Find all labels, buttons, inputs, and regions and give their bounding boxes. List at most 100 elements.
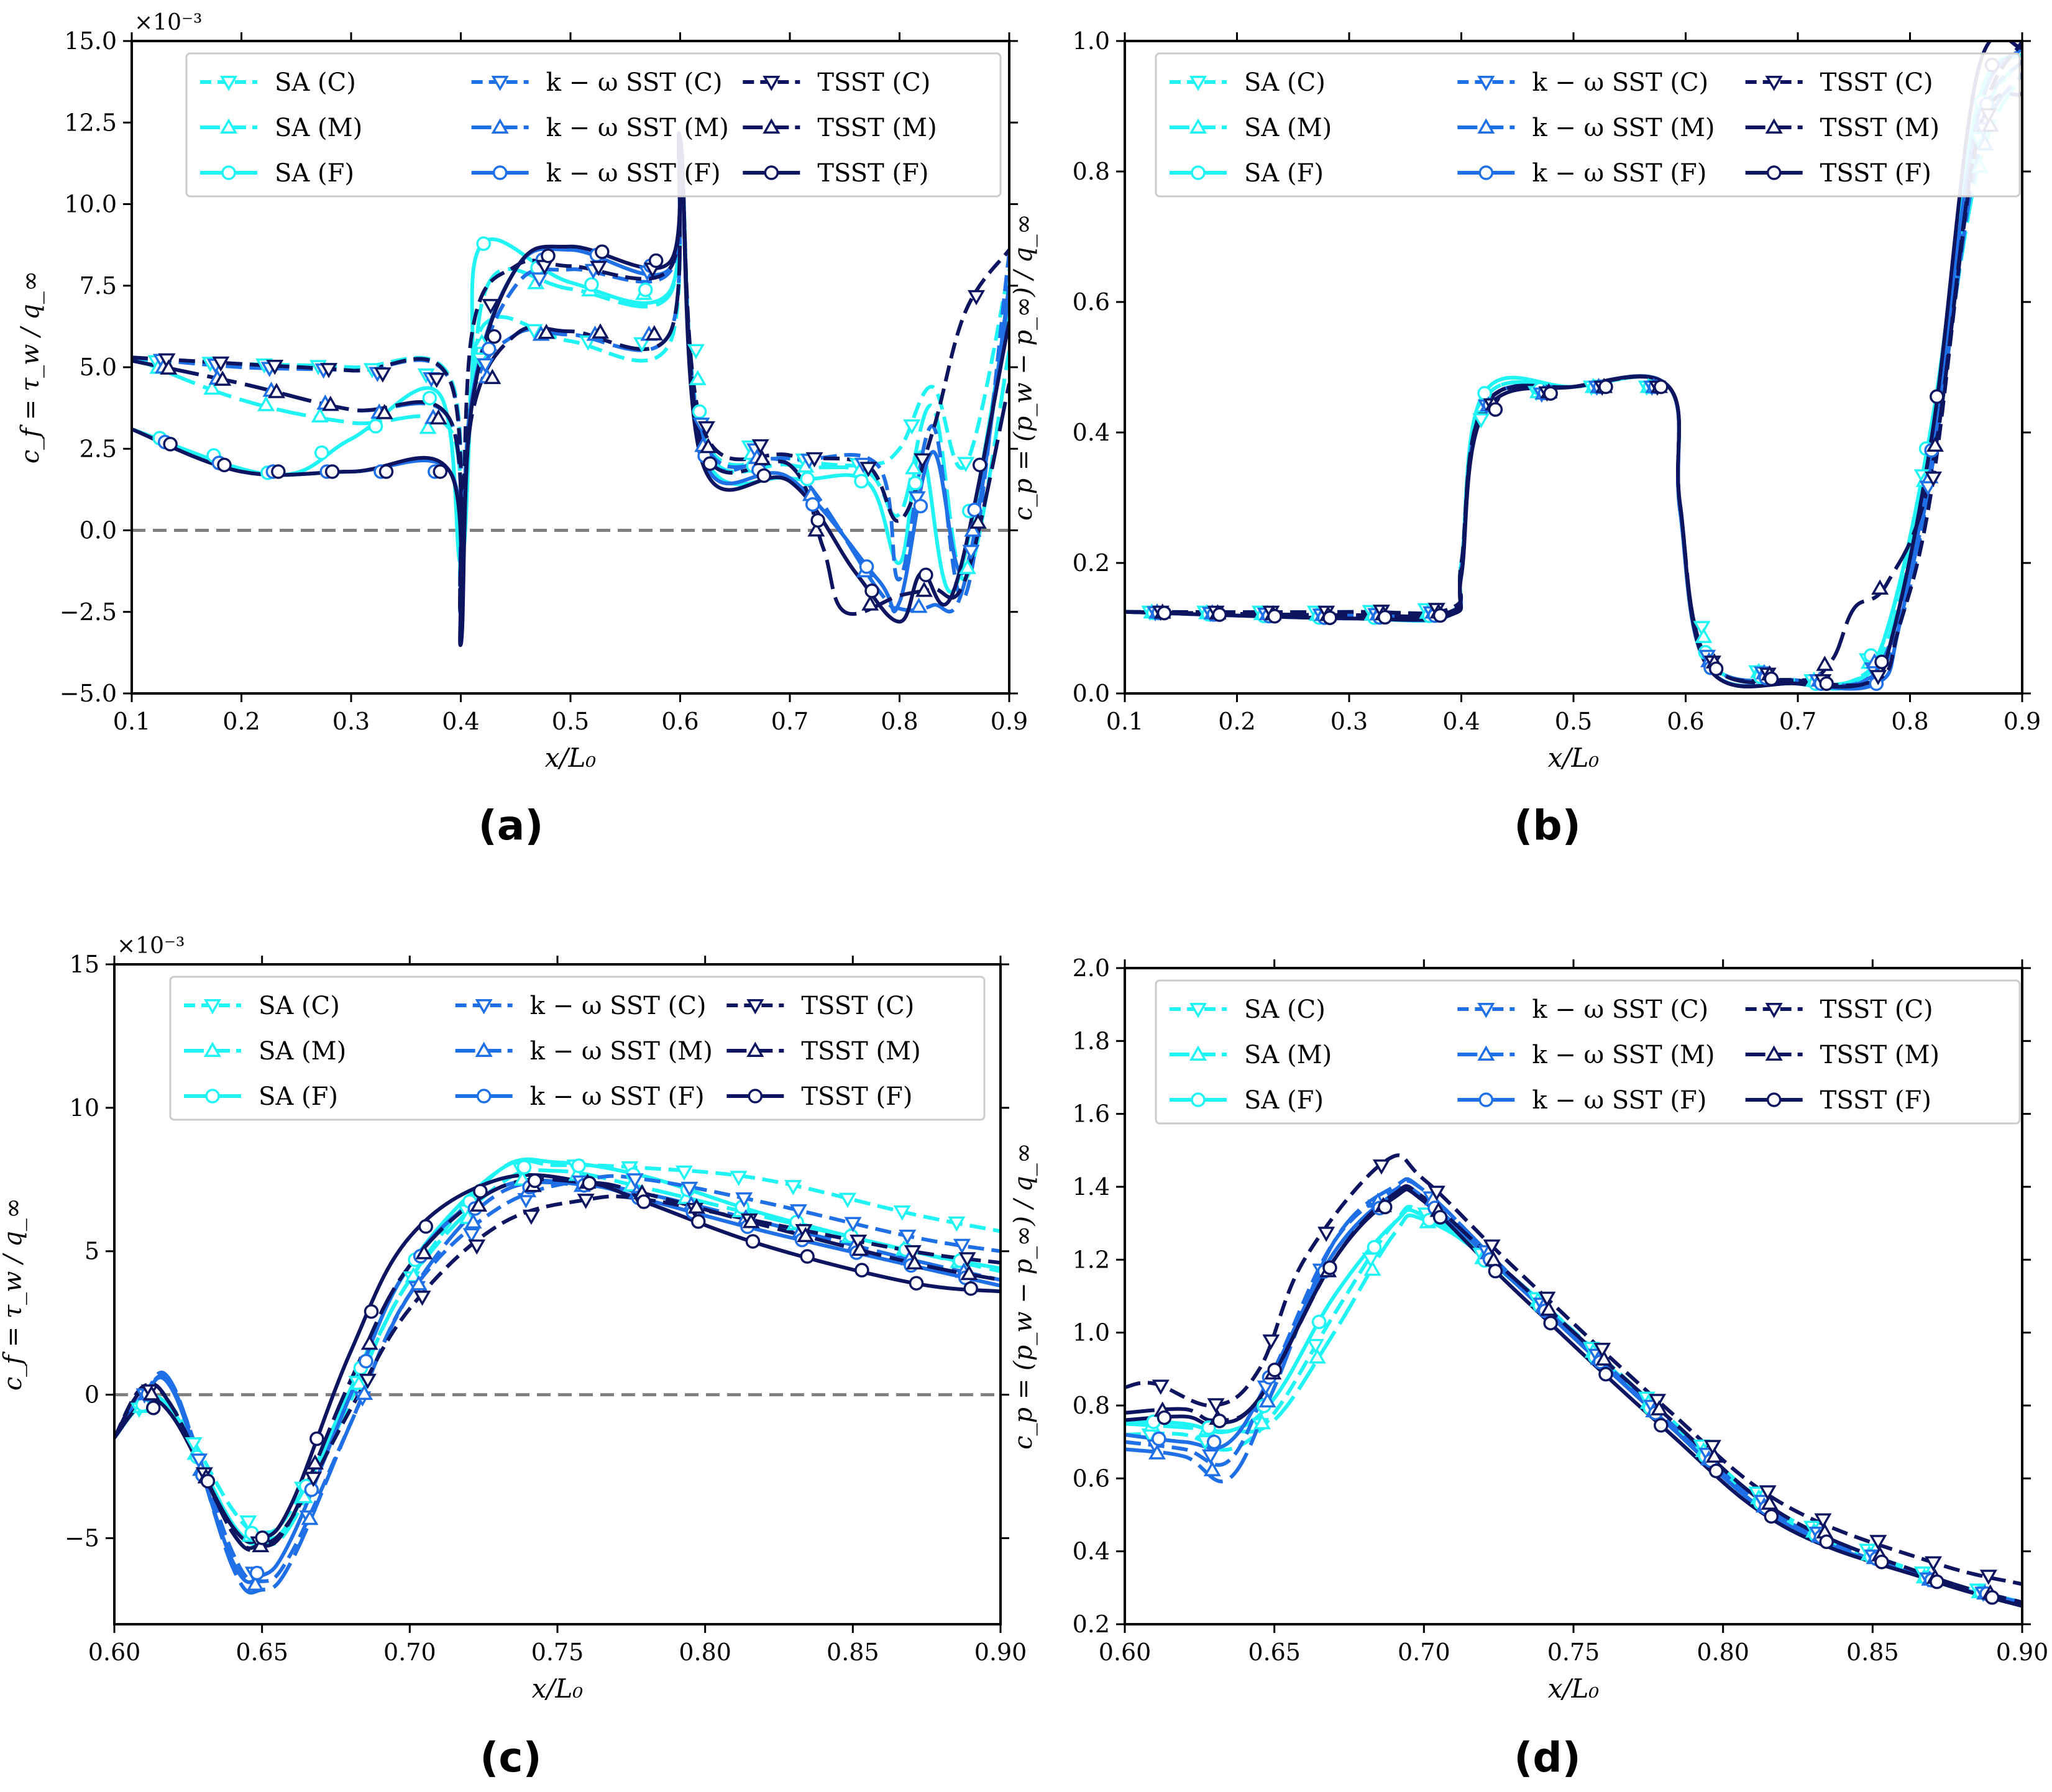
legend-label: k − ω SST (F) xyxy=(1532,159,1706,188)
x-tick-label: 0.7 xyxy=(771,708,808,735)
legend-label: TSST (C) xyxy=(1820,68,1933,97)
data-point-marker xyxy=(810,513,825,528)
x-tick-label: 0.65 xyxy=(236,1639,288,1666)
series-line-0 xyxy=(114,1158,1001,1535)
data-point-marker xyxy=(1367,1240,1382,1255)
y-tick-label: −5.0 xyxy=(60,680,117,707)
data-point-marker xyxy=(252,1537,270,1553)
data-point-marker xyxy=(582,1176,597,1191)
panel-caption-d: (d) xyxy=(1514,1734,1581,1781)
data-point-marker xyxy=(789,1204,807,1220)
data-point-marker xyxy=(1267,609,1282,624)
x-tick-label: 0.9 xyxy=(991,708,1028,735)
series-line-4 xyxy=(132,135,1009,614)
legend-label: k − ω SST (F) xyxy=(546,159,721,188)
series-line-8 xyxy=(114,1173,1001,1544)
data-point-marker xyxy=(429,409,447,425)
legend-marker xyxy=(1765,76,1783,91)
data-point-marker xyxy=(1869,670,1887,685)
series-line-6 xyxy=(132,133,1009,614)
legend-marker xyxy=(1191,1092,1206,1107)
data-point-marker xyxy=(735,1192,753,1208)
data-point-marker xyxy=(905,1254,923,1270)
data-point-marker xyxy=(301,1509,319,1525)
data-point-marker xyxy=(530,272,548,288)
data-point-marker xyxy=(185,1437,203,1453)
data-point-marker xyxy=(1308,1348,1326,1364)
series-line-2 xyxy=(114,1157,1001,1542)
data-point-marker xyxy=(687,1198,705,1214)
legend-marker xyxy=(1478,165,1494,180)
legend-label: k − ω SST (M) xyxy=(530,1037,713,1066)
legend-label: SA (F) xyxy=(275,159,354,188)
data-point-marker xyxy=(1378,1199,1393,1215)
data-point-marker xyxy=(1267,1363,1282,1378)
data-point-marker xyxy=(246,1575,264,1591)
legend-marker xyxy=(475,1041,493,1057)
x-tick-label: 0.60 xyxy=(88,1639,141,1666)
data-point-marker xyxy=(636,1194,651,1209)
legend-label: SA (M) xyxy=(1244,1041,1332,1069)
data-point-marker xyxy=(1695,628,1713,643)
data-point-marker xyxy=(584,277,599,292)
legend-marker xyxy=(475,999,493,1015)
data-point-marker xyxy=(364,1304,379,1319)
x-tick-label: 0.90 xyxy=(974,1639,1027,1666)
data-point-marker xyxy=(350,1374,368,1390)
data-point-marker xyxy=(915,582,933,597)
data-point-marker xyxy=(1203,1461,1221,1476)
data-point-marker xyxy=(1598,379,1613,395)
data-point-marker xyxy=(1306,1338,1324,1355)
data-point-marker xyxy=(1212,1414,1227,1429)
data-point-marker xyxy=(1705,1447,1723,1463)
legend-marker xyxy=(491,76,509,91)
data-point-marker xyxy=(375,404,393,419)
y-tick-label: 0.6 xyxy=(1073,1465,1110,1492)
data-point-marker xyxy=(1427,1186,1445,1201)
axis-exponent-label: ×10⁻³ xyxy=(117,933,185,959)
data-point-marker xyxy=(1925,1556,1943,1572)
legend-marker xyxy=(221,165,236,180)
legend: SA (C) SA (M) SA (F) k − ω SST (C) k − ω SST… xyxy=(169,976,986,1121)
data-point-marker xyxy=(1814,1513,1832,1529)
data-point-marker xyxy=(1317,1227,1335,1242)
data-point-marker xyxy=(190,1453,208,1469)
data-point-marker xyxy=(1488,402,1503,417)
data-point-marker xyxy=(1372,1159,1390,1175)
data-point-marker xyxy=(595,244,610,259)
data-point-marker xyxy=(422,390,437,406)
data-point-marker xyxy=(1925,471,1943,487)
data-point-marker xyxy=(522,1209,540,1225)
data-point-marker xyxy=(217,457,232,473)
x-tick-label: 0.80 xyxy=(679,1639,731,1666)
legend-label: k − ω SST (M) xyxy=(546,114,729,142)
data-point-marker xyxy=(304,1482,319,1497)
data-point-marker xyxy=(249,1565,265,1581)
data-point-marker xyxy=(419,418,437,434)
x-axis-label: x/L₀ xyxy=(545,743,597,773)
data-point-marker xyxy=(214,370,232,386)
x-tick-label: 0.75 xyxy=(1547,1639,1600,1666)
y-tick-label: 10 xyxy=(70,1094,99,1122)
x-axis-label: x/L₀ xyxy=(532,1673,584,1704)
data-point-marker xyxy=(1432,1210,1448,1225)
data-point-marker xyxy=(378,464,394,479)
series-line-1 xyxy=(132,134,1009,582)
series-line-8 xyxy=(1125,1187,2022,1608)
data-point-marker xyxy=(142,1385,160,1401)
legend-marker xyxy=(1191,165,1206,180)
data-point-marker xyxy=(305,1471,323,1488)
legend-box xyxy=(1155,52,2021,198)
data-point-marker xyxy=(968,290,986,306)
data-point-marker xyxy=(745,1234,761,1249)
data-point-marker xyxy=(1258,1392,1276,1408)
series-line-3 xyxy=(1125,1179,2022,1604)
x-tick-label: 0.75 xyxy=(531,1639,584,1666)
legend-marker xyxy=(476,1089,492,1104)
y-tick-label: 5 xyxy=(85,1238,99,1265)
data-point-marker xyxy=(418,1219,433,1234)
data-point-marker xyxy=(648,253,664,268)
y-tick-label: 15 xyxy=(70,951,99,978)
legend-label: k − ω SST (C) xyxy=(1532,995,1708,1024)
